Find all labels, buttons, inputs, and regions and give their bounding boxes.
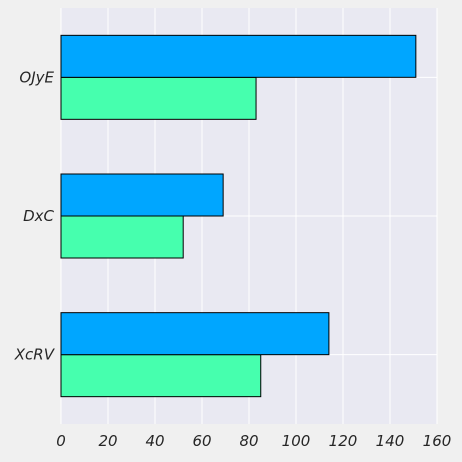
bar-DxC-series-2 <box>60 173 224 217</box>
x-tick-label: 140 <box>376 432 405 450</box>
x-tick-label: 60 <box>192 432 211 450</box>
x-tick-label: 120 <box>329 432 358 450</box>
x-tick-label: 100 <box>282 432 311 450</box>
y-axis-ticks: XcRV DxC OJyE <box>14 68 56 363</box>
bar-XcRV-series-1 <box>60 354 262 398</box>
bar-XcRV-series-2 <box>60 312 330 356</box>
x-tick-label: 20 <box>98 432 117 450</box>
bars <box>60 34 417 398</box>
bar-OJyE-series-2 <box>60 34 417 78</box>
x-tick-label: 80 <box>239 432 258 450</box>
y-category-label: XcRV <box>14 346 56 364</box>
bar-DxC-series-1 <box>60 215 184 259</box>
x-tick-label: 160 <box>423 432 452 450</box>
y-category-label: DxC <box>23 207 54 225</box>
bar-OJyE-series-1 <box>60 76 257 120</box>
x-axis-ticks: 0 20 40 60 80 100 120 140 160 <box>56 432 451 450</box>
x-tick-label: 40 <box>145 432 164 450</box>
y-category-label: OJyE <box>19 68 54 86</box>
x-tick-label: 0 <box>56 432 66 450</box>
